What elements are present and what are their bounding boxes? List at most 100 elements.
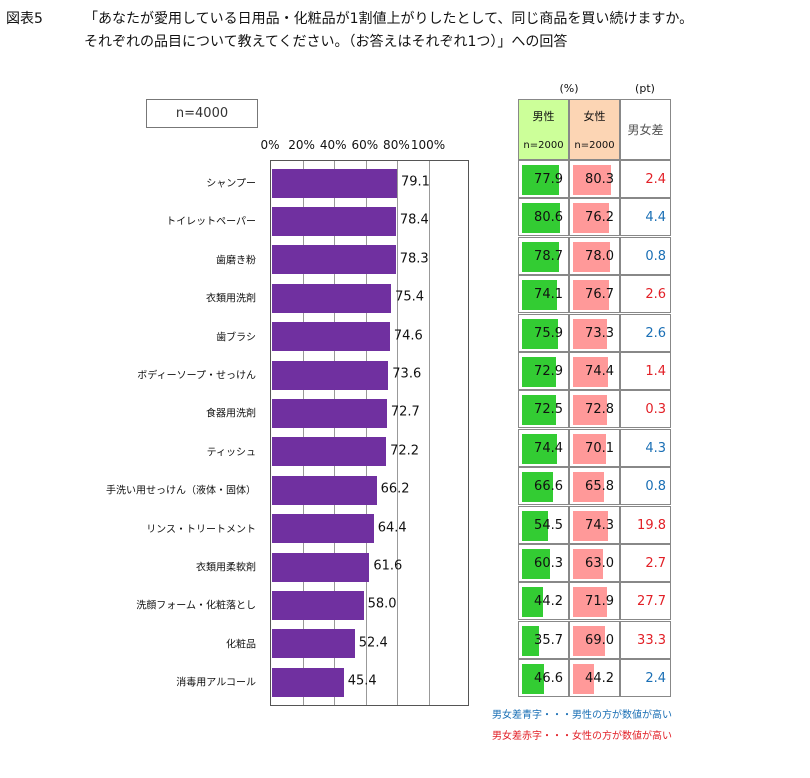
female-bar: [573, 625, 606, 656]
male-value: 78.7: [534, 248, 563, 264]
female-bar: [573, 395, 608, 426]
diff-value: 4.4: [620, 198, 671, 237]
female-value: 78.0: [585, 248, 614, 264]
male-cell: 77.9: [518, 160, 569, 198]
female-bar: [573, 203, 609, 234]
bar-value-label: 64.4: [377, 520, 407, 536]
female-cell: 70.1: [569, 428, 620, 467]
sample-size-box: n=4000: [146, 99, 258, 128]
male-bar: [522, 318, 558, 349]
bar-value-label: 61.6: [373, 558, 403, 574]
female-bar: [573, 318, 608, 349]
male-bar: [522, 357, 557, 387]
male-cell: 74.4: [518, 428, 569, 467]
diff-value: 0.3: [620, 390, 671, 429]
gridline: [302, 161, 304, 705]
category-label: 歯磨き粉: [216, 255, 256, 267]
category-label: 手洗い用せっけん（液体・固体）: [106, 485, 256, 497]
diff-value: 27.7: [620, 582, 671, 621]
female-cell: 78.0: [569, 236, 620, 275]
bar: [272, 398, 387, 428]
male-cell: 80.6: [518, 198, 569, 237]
female-bar: [573, 433, 606, 464]
male-bar: [522, 510, 548, 541]
female-value: 69.0: [585, 632, 614, 648]
female-cell: 44.2: [569, 659, 620, 698]
diff-value: 4.3: [620, 428, 671, 467]
bar-value-label: 75.4: [395, 289, 425, 305]
x-tick-label: 40%: [319, 138, 347, 152]
male-cell: 75.9: [518, 313, 569, 352]
category-label: トイレットペーパー: [166, 216, 256, 228]
male-bar: [522, 395, 557, 426]
diff-value: 1.4: [620, 352, 671, 390]
category-label: リンス・トリートメント: [146, 524, 256, 536]
male-cell: 46.6: [518, 659, 569, 698]
male-value: 72.5: [534, 402, 563, 418]
female-value: 74.3: [585, 517, 614, 533]
bar: [272, 206, 396, 236]
male-bar: [522, 549, 551, 579]
female-cell: 71.9: [569, 582, 620, 621]
female-value: 44.2: [585, 671, 614, 687]
diff-value: 2.6: [620, 313, 671, 352]
bar: [272, 322, 390, 352]
male-cell: 72.9: [518, 352, 569, 390]
male-bar: [522, 472, 554, 503]
female-value: 70.1: [585, 440, 614, 456]
diff-value: 2.4: [620, 659, 671, 698]
unit-pt-label: (pt): [635, 82, 655, 95]
male-cell: 72.5: [518, 390, 569, 429]
category-label: ボディーソープ・せっけん: [137, 370, 256, 382]
female-value: 74.4: [585, 364, 614, 379]
male-value: 75.9: [534, 325, 563, 341]
female-bar: [573, 664, 594, 695]
male-cell: 44.2: [518, 582, 569, 621]
bar-value-label: 45.4: [347, 673, 377, 689]
bar: [272, 283, 392, 313]
male-value: 44.2: [534, 594, 563, 610]
gridline: [334, 161, 336, 705]
male-cell: 66.6: [518, 467, 569, 506]
unit-pct-label: (%): [559, 82, 579, 95]
female-value: 65.8: [585, 479, 614, 495]
male-value: 46.6: [534, 671, 563, 687]
bar-value-label: 58.0: [367, 596, 397, 612]
male-bar: [522, 587, 543, 618]
female-cell: 74.4: [569, 352, 620, 390]
diff-value: 2.4: [620, 160, 671, 198]
female-cell: 65.8: [569, 467, 620, 506]
x-tick-label: 80%: [383, 138, 410, 152]
female-bar: [573, 165, 611, 195]
male-value: 72.9: [534, 364, 563, 379]
note-red: 男女差赤字・・・女性の方が数値が高い: [492, 731, 672, 742]
x-tick-label: 60%: [351, 138, 379, 152]
female-bar: [573, 472, 604, 503]
bar-value-label: 66.2: [380, 481, 410, 497]
title-line-2: それぞれの品目について教えてください。（お答えはそれぞれ1つ）」への回答: [84, 34, 568, 50]
female-bar: [573, 587, 607, 618]
female-bar: [573, 241, 610, 272]
category-label: 消毒用アルコール: [176, 677, 256, 689]
category-label: 衣類用柔軟剤: [196, 562, 256, 574]
female-header-n: n=2000: [574, 140, 615, 151]
male-bar: [522, 664, 544, 695]
bar: [272, 667, 344, 697]
bar: [272, 629, 355, 659]
bar-value-label: 79.1: [400, 174, 430, 190]
female-value: 80.3: [585, 172, 614, 187]
male-bar: [522, 203, 560, 234]
category-label: 食器用洗剤: [206, 408, 256, 420]
bar-value-label: 78.3: [399, 251, 429, 267]
female-bar: [573, 549, 603, 579]
bar: [272, 590, 364, 620]
male-header-label: 男性: [532, 110, 555, 123]
female-cell: 69.0: [569, 620, 620, 659]
note-blue: 男女差青字・・・男性の方が数値が高い: [492, 710, 672, 721]
female-value: 73.3: [585, 325, 614, 341]
female-cell: 74.3: [569, 505, 620, 544]
male-value: 77.9: [534, 172, 563, 187]
gridline: [365, 161, 367, 705]
female-value: 71.9: [585, 594, 614, 610]
bar: [272, 168, 397, 198]
